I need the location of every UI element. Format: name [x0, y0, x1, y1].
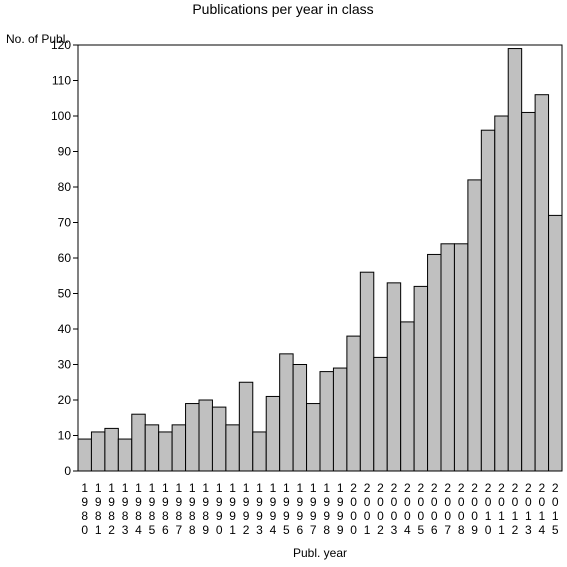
bar-1988	[185, 403, 200, 472]
bar-1985	[144, 424, 160, 472]
y-tick-label: 70	[58, 216, 72, 230]
y-tick-label: 120	[51, 38, 71, 52]
y-tick-label: 10	[58, 429, 72, 443]
bar-2006	[427, 253, 442, 472]
y-tick-label: 20	[58, 393, 72, 407]
bar-2009	[467, 179, 482, 472]
y-tick-label: 0	[64, 464, 71, 478]
bar-1980	[77, 438, 92, 472]
bar-1982	[104, 427, 119, 472]
bar-1997	[306, 403, 321, 472]
bar-1987	[171, 424, 187, 472]
bar-1992	[238, 381, 254, 472]
bar-2010	[480, 129, 496, 472]
bar-1989	[198, 399, 213, 472]
plot-frame	[77, 44, 563, 472]
y-tick-label: 90	[58, 145, 72, 159]
bar-2000	[346, 335, 361, 472]
bar-1994	[265, 395, 281, 472]
bar-1999	[332, 367, 348, 472]
bar-2014	[534, 94, 550, 472]
y-tick-label: 110	[52, 74, 71, 88]
bar-2004	[400, 321, 415, 472]
y-tick-label: 100	[51, 109, 71, 123]
bar-1984	[131, 413, 146, 472]
y-tick-label: 60	[58, 251, 72, 265]
bar-2015	[548, 214, 563, 472]
bar-1983	[117, 438, 133, 472]
y-axis: 0 10 20 30 40 50 60 70 80 90 100 110 120	[51, 38, 78, 478]
bar-1998	[319, 371, 334, 472]
y-tick-label: 30	[58, 358, 72, 372]
y-tick-label: 40	[58, 322, 72, 336]
chart-title: Publications per year in class	[192, 1, 373, 17]
bar-2001	[359, 271, 375, 472]
y-tick-label: 50	[58, 287, 72, 301]
bar-2005	[413, 285, 429, 472]
y-tick-label: 80	[58, 180, 72, 194]
bar-1993	[252, 431, 267, 472]
bar-2003	[386, 282, 402, 472]
x-axis-ticks: 1 9 8 0 1 9 8 1 1 9 8 2 1 9 8 3 1 9 8 4 1 9 8 5 1 9 8 6 1 9 8 7 1 9 8 8 1 9 8 9…	[81, 481, 559, 537]
bar-1986	[158, 431, 173, 472]
bars-group	[77, 48, 563, 472]
bar-2002	[373, 356, 388, 472]
bar-1995	[279, 353, 294, 472]
bar-1981	[90, 431, 106, 472]
bar-2013	[521, 111, 536, 472]
bar-1990	[211, 406, 227, 472]
x-axis-label: Publ. year	[293, 546, 347, 560]
bar-2011	[494, 115, 509, 472]
bar-2008	[453, 243, 469, 472]
bar-2012	[507, 48, 523, 472]
y-axis-label: No. of Publ.	[6, 32, 69, 46]
bar-1991	[225, 424, 240, 472]
bar-1996	[292, 364, 308, 472]
bar-2007	[440, 243, 455, 472]
